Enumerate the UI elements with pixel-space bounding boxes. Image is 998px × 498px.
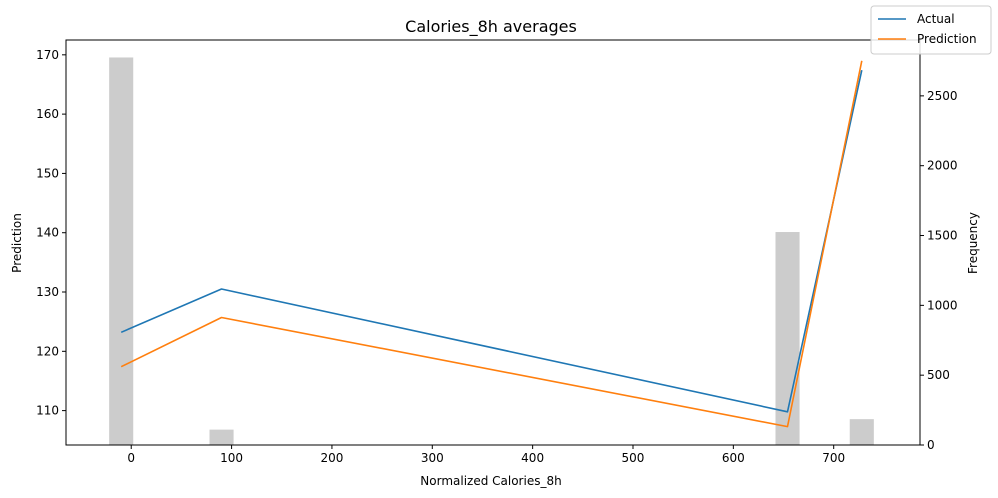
histogram-bar [109, 57, 134, 445]
chart-title: Calories_8h averages [405, 17, 577, 37]
histogram-bar [775, 232, 800, 445]
legend: Actual Prediction [870, 5, 992, 55]
y2-tick-label: 1500 [927, 229, 958, 243]
legend-label-actual: Actual [917, 12, 955, 26]
x-tick-label: 700 [822, 451, 845, 465]
legend-box [870, 5, 992, 55]
x-tick-label: 500 [622, 451, 645, 465]
y2-tick-label: 500 [927, 368, 950, 382]
plot-frame [65, 39, 921, 446]
x-tick-label: 400 [521, 451, 544, 465]
y2-tick-label: 0 [927, 438, 935, 452]
x-axis-title: Normalized Calories_8h [420, 474, 561, 488]
y-tick-label: 130 [36, 285, 59, 299]
y2-tick-label: 2500 [927, 89, 958, 103]
y-tick-label: 120 [36, 344, 59, 358]
y2-tick-label: 1000 [927, 298, 958, 312]
y2-tick-label: 2000 [927, 159, 958, 173]
series-line-prediction [120, 60, 863, 428]
x-tick-label: 100 [220, 451, 243, 465]
x-tick-label: 200 [320, 451, 343, 465]
x-axis: 0 100 200 300 400 500 600 700 [127, 445, 845, 465]
legend-label-prediction: Prediction [917, 32, 977, 46]
y-axis-title: Prediction [10, 213, 24, 273]
y-tick-label: 140 [36, 226, 59, 240]
y2-axis-title: Frequency [966, 212, 980, 274]
y-tick-label: 170 [36, 48, 59, 62]
y-axis: 110 120 130 140 150 160 170 [36, 48, 66, 418]
x-tick-label: 600 [722, 451, 745, 465]
histogram-bar [849, 419, 874, 445]
y2-axis: 0 500 1000 1500 2000 2500 [920, 89, 958, 452]
y-tick-label: 150 [36, 166, 59, 180]
y-tick-label: 110 [36, 404, 59, 418]
histogram-bar [209, 429, 234, 445]
y-tick-label: 160 [36, 107, 59, 121]
x-tick-label: 300 [421, 451, 444, 465]
series-lines [120, 60, 863, 428]
x-tick-label: 0 [127, 451, 135, 465]
